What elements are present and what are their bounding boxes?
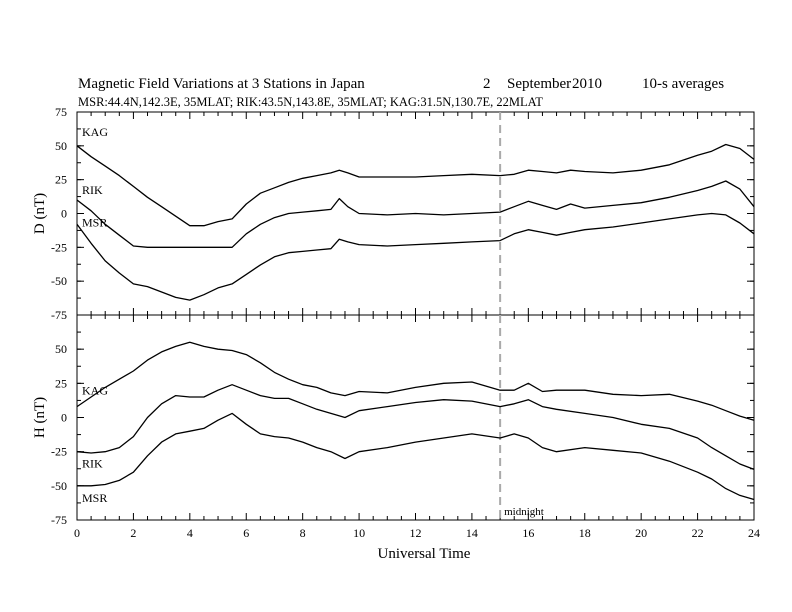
chart-title-main: Magnetic Field Variations at 3 Stations … [78,76,365,92]
series-line-msr [77,412,755,501]
series-label-rik: RIK [82,183,103,197]
x-tick-label: 10 [353,526,365,540]
x-tick-label: 24 [748,526,760,540]
y-axis-label: D (nT) [32,193,48,234]
chart-subtitle: MSR:44.4N,142.3E, 35MLAT; RIK:43.5N,143.… [78,95,543,109]
y-tick-label: 50 [55,139,67,153]
x-tick-label: 16 [522,526,534,540]
y-tick-label: -25 [51,445,67,459]
x-tick-label: 4 [187,526,193,540]
x-tick-label: 0 [74,526,80,540]
chart-title-year: 2010 [572,76,602,92]
chart-title-day: 2 [483,76,491,92]
series-label-msr: MSR [82,491,107,505]
series-line-rik [76,384,755,471]
x-tick-label: 14 [466,526,478,540]
series-label-kag: KAG [82,384,108,398]
series-line-kag [76,341,755,421]
series-line-rik [76,180,755,248]
x-tick-label: 6 [243,526,249,540]
series-line-kag [76,143,755,227]
d-component-panel: 75 50 25 0 -25 -50 -75 D (nT) KAG RIK MSR [32,105,755,322]
y-tick-label: -50 [51,479,67,493]
y-tick-label: 75 [55,105,67,119]
x-tick-label: 12 [410,526,422,540]
series-label-rik: RIK [82,457,103,471]
midnight-label: midnight [504,506,544,518]
y-axis-label: H (nT) [32,397,48,438]
y-tick-label: 0 [61,411,67,425]
x-tick-label: 20 [635,526,647,540]
y-tick-label: 25 [55,173,67,187]
series-label-msr: MSR [82,215,107,229]
series-line-msr [76,212,755,301]
series-label-kag: KAG [82,125,108,139]
x-tick-label: 18 [579,526,591,540]
y-tick-label: 25 [55,376,67,390]
x-tick-label: 2 [130,526,136,540]
y-tick-label: -25 [51,240,67,254]
y-tick-label: -50 [51,274,67,288]
y-tick-label: -75 [51,513,67,527]
y-tick-label: 0 [61,207,67,221]
y-tick-label: 50 [55,342,67,356]
x-axis-label: Universal Time [378,546,471,562]
x-tick-label: 22 [692,526,704,540]
chart-title-month: September [507,76,571,92]
y-tick-label: -75 [51,308,67,322]
chart-title-averaging: 10-s averages [642,76,724,92]
x-tick-label: 8 [300,526,306,540]
